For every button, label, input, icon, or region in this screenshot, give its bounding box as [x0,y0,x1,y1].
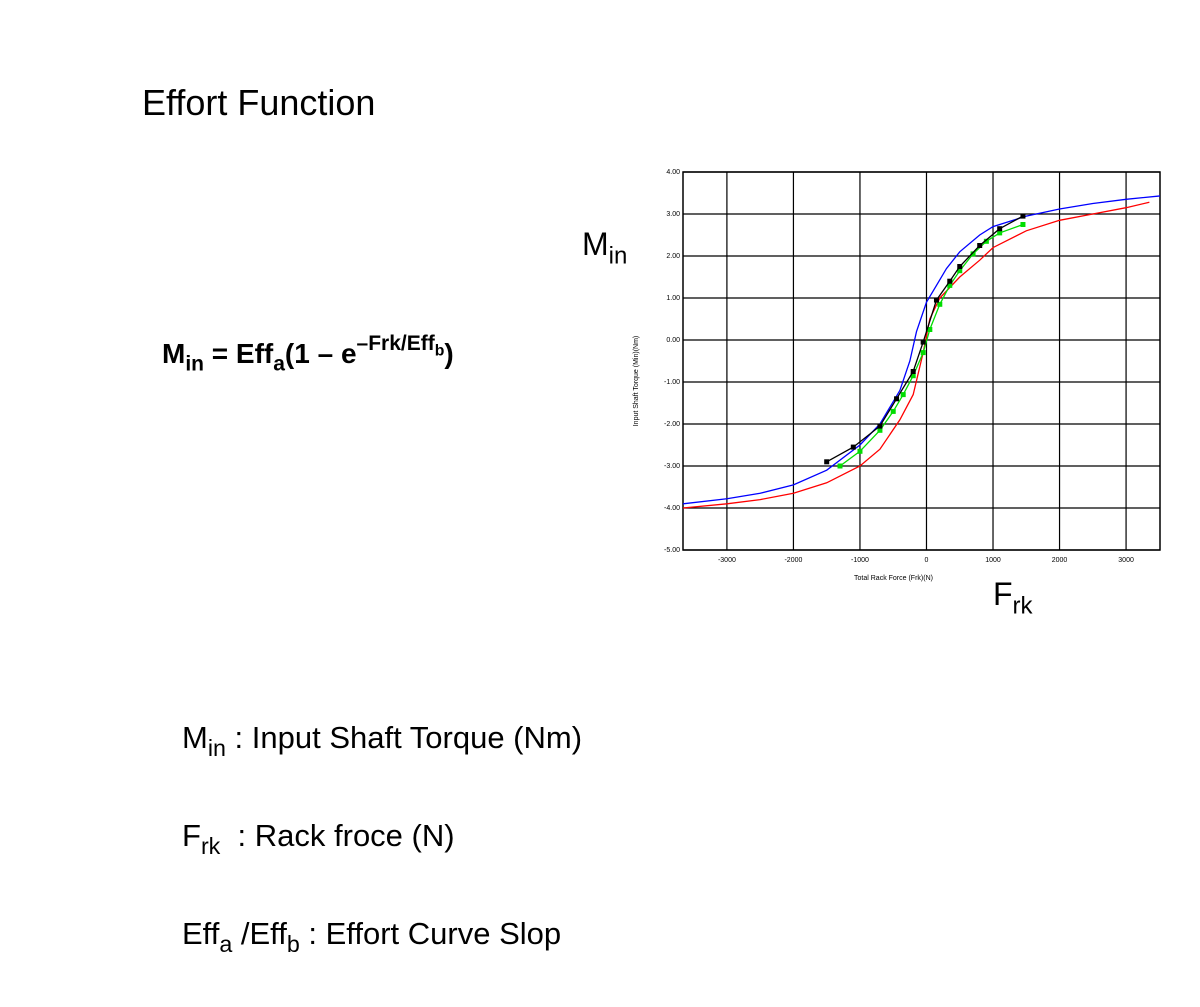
series-marker [947,278,953,284]
def-part: F [182,818,201,853]
series-line [826,215,1024,463]
series-marker [824,459,830,465]
def-part: /Eff [232,916,287,951]
y-axis-label: Input Shaft Torque (Min)(Nm) [633,336,640,427]
x-tick-label: 2000 [1052,557,1068,564]
series-marker [837,463,843,469]
y-overlay-label: Min [582,226,627,268]
plot-frame [682,171,1161,551]
series-marker [900,392,906,398]
def-part: : Effort Curve Slop [299,916,562,951]
def-part: Eff [182,916,220,951]
x-axis-label: Total Rack Force (Frk)(N) [854,575,933,582]
series-marker [997,230,1003,236]
series-marker [877,423,883,429]
series-marker [957,268,963,274]
y-tick-label: -5.00 [664,547,680,554]
series-line [682,195,1161,505]
series-line [839,223,1024,467]
label-sub: in [608,242,628,270]
formula: Min = Effa(1 – e–Frk/Effb) [162,333,454,374]
formula-exp: –Frk/Effb [356,332,445,359]
formula-sub: a [273,352,285,376]
series-marker [920,350,926,356]
series-marker [957,264,963,269]
y-tick-label: 0.00 [666,337,680,344]
x-tick-label: -3000 [718,557,736,564]
definition: Frk : Rack froce (N) [182,811,582,860]
formula-part: (1 – e [284,338,357,369]
def-sub: a [219,931,233,958]
x-tick-label: 1000 [985,557,1001,564]
def-part: M [182,720,208,755]
series-marker [910,373,916,379]
y-tick-label: 1.00 [666,295,680,302]
series-marker [927,327,933,332]
y-tick-label: 3.00 [666,211,680,218]
series-marker [997,226,1003,232]
label-part: M [582,226,609,262]
formula-part: ) [444,338,454,369]
def-part: : Input Shaft Torque (Nm) [225,720,583,755]
series-marker [1020,222,1026,227]
series-marker [970,251,976,257]
series-marker [857,448,863,454]
def-sub: in [207,735,226,762]
series-marker [933,297,939,303]
y-tick-label: -3.00 [664,463,680,470]
x-tick-label: 0 [925,557,929,564]
definition: Min : Input Shaft Torque (Nm) [182,713,582,762]
series-marker [910,369,916,374]
x-tick-label: 3000 [1118,557,1134,564]
series-marker [920,339,926,345]
y-tick-label: -2.00 [664,421,680,428]
series-marker [890,408,896,414]
x-tick-label: -1000 [851,557,869,564]
series-marker [1020,213,1026,219]
label-sub: rk [1012,592,1033,620]
x-overlay-label: Frk [993,576,1033,618]
def-sub: rk [200,833,221,860]
formula-part: M [162,338,186,369]
series-marker [894,396,900,402]
slide: Effort Function Min = Effa(1 – e–Frk/Eff… [142,82,1161,956]
series-marker [877,427,883,433]
formula-sub: in [185,352,204,376]
slide-title: Effort Function [142,82,376,123]
def-part: : Rack froce (N) [220,818,455,853]
series-line [682,201,1150,509]
label-part: F [993,576,1013,612]
formula-sub: b [434,342,445,360]
series-marker [850,444,856,450]
chart: 4.00 3.00 2.00 1.00 0.00 -1.00 -2.00 -3.00 -4.00… [633,169,1161,582]
x-tick-label: -2000 [784,557,802,564]
series-marker [937,301,943,307]
series-marker [983,238,989,244]
y-tick-label: -4.00 [664,505,680,512]
y-tick-label: 2.00 [666,253,680,260]
y-tick-label: -1.00 [664,379,680,386]
y-tick-label: 4.00 [666,169,680,176]
series-marker [977,243,983,248]
def-sub: b [286,931,300,958]
formula-part: = Eff [204,338,274,369]
formula-part: –Frk/Eff [356,332,435,356]
definition: Effa /Effb : Effort Curve Slop [182,909,582,958]
series-marker [947,282,953,288]
